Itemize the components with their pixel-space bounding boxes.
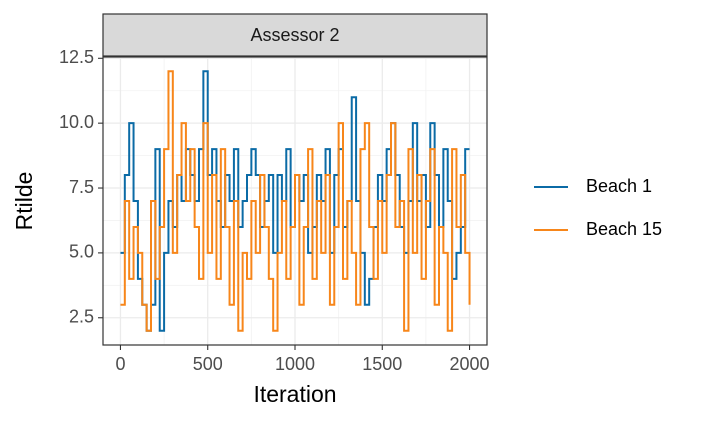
x-tick-label: 2000 bbox=[450, 354, 490, 374]
y-tick-label: 10.0 bbox=[59, 112, 94, 132]
series-line bbox=[120, 70, 471, 332]
x-tick-label: 500 bbox=[193, 354, 223, 374]
legend-label: Beach 15 bbox=[586, 219, 662, 239]
y-tick-label: 2.5 bbox=[69, 307, 94, 327]
panel-border bbox=[102, 56, 488, 346]
y-tick-label: 7.5 bbox=[69, 177, 94, 197]
y-axis-title: Rtilde bbox=[11, 172, 37, 231]
x-tick-label: 1000 bbox=[275, 354, 315, 374]
panel-title: Assessor 2 bbox=[250, 25, 339, 45]
x-tick-label: 0 bbox=[115, 354, 125, 374]
x-tick-label: 1500 bbox=[362, 354, 402, 374]
strip bbox=[102, 13, 488, 57]
y-tick-label: 12.5 bbox=[59, 47, 94, 67]
x-axis-title: Iteration bbox=[253, 381, 336, 407]
y-tick-label: 5.0 bbox=[69, 242, 94, 262]
legend-label: Beach 1 bbox=[586, 176, 652, 196]
